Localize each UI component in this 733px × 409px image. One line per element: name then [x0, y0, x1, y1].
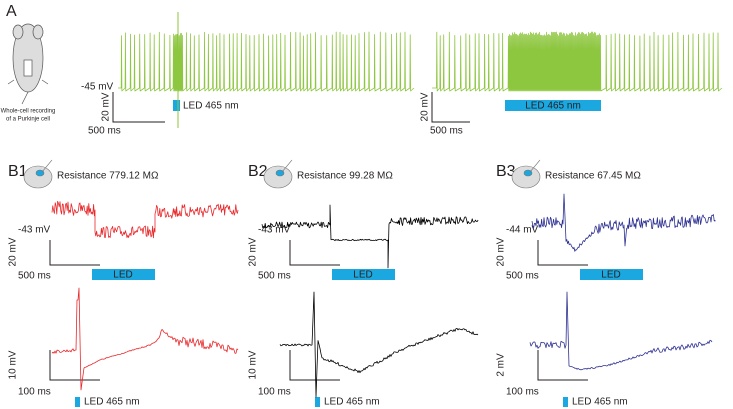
led-label: LED: [601, 270, 620, 281]
led-label: LED 465 nm: [324, 397, 380, 408]
panel-label: A: [6, 3, 17, 20]
resistance: Resistance 779.12 MΩ: [57, 171, 159, 182]
led-bar: [505, 100, 601, 111]
led-label: LED 465 nm: [525, 101, 581, 112]
scale-bar: [537, 350, 588, 381]
trace: [51, 200, 239, 239]
scale-y: 20 mV: [496, 237, 507, 266]
baseline-label: -44 mV: [506, 225, 539, 236]
scale-x: 500 ms: [430, 126, 463, 137]
led-label: LED: [353, 270, 372, 281]
probe: [275, 169, 285, 177]
led-bar: [332, 269, 395, 280]
trace: [529, 291, 713, 371]
resistance: Resistance 67.45 MΩ: [545, 171, 641, 182]
trace: [118, 31, 415, 92]
scale-y: 20 mV: [101, 92, 112, 121]
scale-x: 100 ms: [258, 387, 291, 398]
head: [511, 165, 541, 189]
trace: [279, 291, 479, 398]
trace: [432, 31, 723, 92]
caption: Whole-cell recording: [1, 109, 56, 115]
scale-x: 100 ms: [506, 387, 539, 398]
baseline-label: -43 mV: [258, 225, 291, 236]
probe: [523, 169, 533, 177]
mouse-icon: [511, 159, 541, 189]
electrode: [281, 159, 293, 173]
scale-bar: [49, 350, 100, 381]
panel-label: B2: [248, 163, 268, 180]
mouse-icon: [23, 159, 53, 189]
scale-y: 10 mV: [248, 350, 259, 379]
probe: [35, 169, 45, 177]
scale-bar: [537, 240, 588, 266]
scale-x: 100 ms: [18, 387, 51, 398]
led-bar: [75, 397, 80, 407]
led-bar: [92, 269, 155, 280]
scale-y: 2 mV: [496, 353, 507, 377]
scale-y: 10 mV: [8, 350, 19, 379]
mouse-icon: [7, 23, 49, 105]
scale-x: 500 ms: [506, 271, 539, 282]
led-label: LED 465 nm: [84, 397, 140, 408]
led-label: LED: [113, 270, 132, 281]
panel-label: B3: [496, 163, 516, 180]
resistance: Resistance 99.28 MΩ: [297, 171, 393, 182]
scale-y: 20 mV: [420, 92, 431, 121]
electrode: [529, 159, 541, 173]
baseline-label: -45 mV: [81, 82, 114, 93]
trace: [531, 193, 716, 252]
led-label: LED 465 nm: [183, 101, 239, 112]
scale-bar: [289, 350, 340, 381]
scale-bar: [289, 240, 340, 266]
scale-bar: [112, 92, 165, 123]
led-label: LED 465 nm: [572, 397, 628, 408]
electrode: [41, 159, 53, 173]
scale-bar: [49, 240, 100, 266]
scale-x: 500 ms: [18, 271, 51, 282]
scale-y: 20 mV: [248, 237, 259, 266]
led-bar: [315, 397, 320, 407]
mouse-icon: [263, 159, 293, 189]
trace: [261, 204, 479, 269]
scale-bar: [431, 92, 470, 123]
scale-x: 500 ms: [258, 271, 291, 282]
trace: [51, 287, 239, 391]
scale-y: 20 mV: [8, 237, 19, 266]
led-bar: [563, 397, 568, 407]
head: [263, 165, 293, 189]
led-bar: [580, 269, 643, 280]
caption: of a Purkinje cell: [6, 117, 50, 123]
scale-x: 500 ms: [88, 126, 121, 137]
panel-label: B1: [8, 163, 28, 180]
led-bar: [173, 100, 180, 111]
head: [23, 165, 53, 189]
baseline-label: -43 mV: [18, 225, 51, 236]
